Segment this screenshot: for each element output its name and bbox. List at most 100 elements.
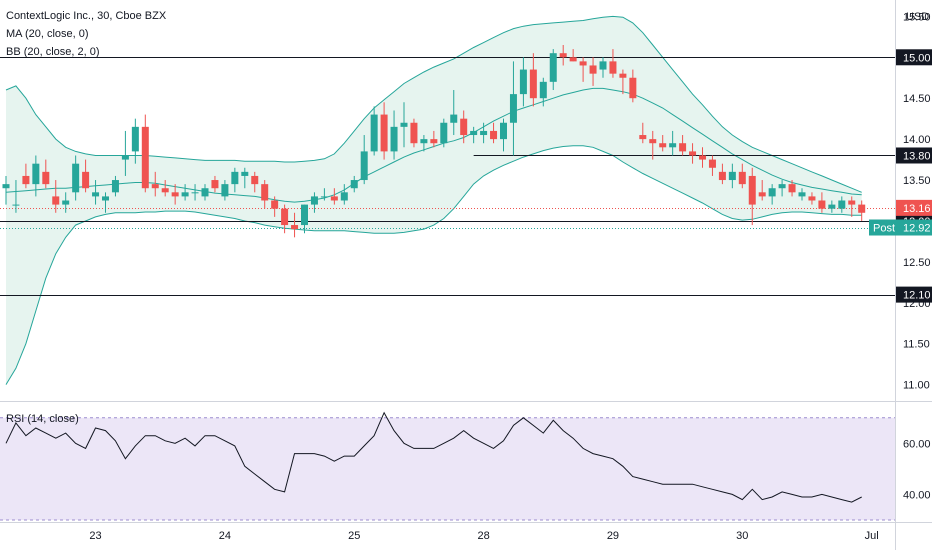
candle-body[interactable] — [350, 180, 358, 189]
candle-body[interactable] — [141, 126, 149, 189]
ma-legend[interactable]: MA (20, close, 0) — [6, 28, 89, 40]
currency-label: USD — [906, 11, 929, 23]
candle-body[interactable] — [261, 184, 269, 201]
candle-body[interactable] — [519, 69, 527, 95]
candle-body[interactable] — [758, 192, 766, 197]
candle-body[interactable] — [171, 192, 179, 197]
symbol-legend[interactable]: ContextLogic Inc., 30, Cboe BZX — [6, 10, 167, 22]
price-tick-label: 11.00 — [903, 380, 930, 392]
candle-body[interactable] — [718, 171, 726, 181]
candle-body[interactable] — [221, 184, 229, 197]
candle-body[interactable] — [480, 130, 488, 136]
candle-body[interactable] — [310, 196, 318, 205]
candle-body[interactable] — [470, 130, 478, 136]
candle-body[interactable] — [609, 61, 617, 74]
candle-body[interactable] — [529, 69, 537, 99]
rsi-legend[interactable]: RSI (14, close) — [6, 413, 79, 425]
candle-body[interactable] — [161, 188, 169, 193]
candle-body[interactable] — [32, 163, 40, 185]
candle-body[interactable] — [231, 171, 239, 185]
candle-body[interactable] — [748, 175, 756, 205]
candle-body[interactable] — [490, 130, 498, 140]
candle-body[interactable] — [788, 184, 796, 193]
candle-body[interactable] — [191, 192, 199, 194]
candle-body[interactable] — [818, 200, 826, 209]
candle-body[interactable] — [689, 151, 697, 156]
candle-body[interactable] — [659, 143, 667, 148]
candle-body[interactable] — [768, 188, 776, 197]
price-tick-label: 14.50 — [903, 93, 931, 105]
candle-body[interactable] — [62, 200, 70, 205]
candle-body[interactable] — [549, 53, 557, 82]
candle-body[interactable] — [12, 204, 20, 206]
candle-body[interactable] — [500, 122, 507, 140]
candle-body[interactable] — [728, 171, 736, 181]
candle-body[interactable] — [121, 155, 129, 160]
candle-body[interactable] — [708, 159, 716, 168]
candle-body[interactable] — [330, 196, 338, 201]
bollinger-lower-line[interactable] — [5, 145, 862, 385]
candle-body[interactable] — [92, 192, 100, 197]
candle-body[interactable] — [370, 114, 378, 152]
candle-body[interactable] — [539, 81, 547, 99]
time-tick-label: 25 — [348, 530, 360, 542]
candle-body[interactable] — [589, 65, 597, 74]
candle-body[interactable] — [848, 200, 856, 205]
candle-body[interactable] — [629, 77, 637, 99]
candle-body[interactable] — [679, 143, 687, 152]
candle-body[interactable] — [211, 180, 219, 189]
candle-body[interactable] — [450, 114, 458, 123]
candle-body[interactable] — [72, 163, 80, 193]
candle-body[interactable] — [82, 171, 90, 189]
candle-body[interactable] — [102, 196, 109, 201]
candle-body[interactable] — [569, 57, 577, 62]
rsi-line[interactable] — [5, 411, 862, 503]
candle-body[interactable] — [301, 204, 308, 226]
candle-body[interactable] — [22, 175, 30, 185]
candle-body[interactable] — [738, 171, 746, 185]
candle-body[interactable] — [52, 196, 60, 205]
candle-body[interactable] — [559, 53, 567, 58]
price-tick-label: 12.50 — [903, 257, 931, 269]
candle-body[interactable] — [778, 184, 786, 189]
candle-body[interactable] — [131, 126, 139, 152]
candle-body[interactable] — [380, 114, 388, 152]
candle-body[interactable] — [838, 200, 846, 209]
candle-body[interactable] — [420, 139, 428, 144]
candle-body[interactable] — [798, 192, 806, 197]
candle-body[interactable] — [2, 184, 10, 189]
candle-body[interactable] — [599, 61, 607, 70]
candle-body[interactable] — [579, 61, 587, 66]
candle-body[interactable] — [181, 192, 189, 197]
candle-body[interactable] — [619, 73, 627, 78]
candle-body[interactable] — [241, 171, 249, 176]
candle-body[interactable] — [390, 126, 398, 152]
candle-body[interactable] — [251, 175, 259, 185]
candle-body[interactable] — [111, 180, 119, 193]
candle-body[interactable] — [320, 196, 328, 198]
candle-body[interactable] — [271, 200, 279, 209]
candle-body[interactable] — [858, 204, 866, 213]
candle-body[interactable] — [649, 139, 657, 144]
candle-body[interactable] — [699, 155, 706, 160]
candle-body[interactable] — [639, 135, 647, 140]
candle-body[interactable] — [509, 94, 517, 123]
candle-body[interactable] — [291, 225, 299, 230]
candle-body[interactable] — [430, 139, 438, 144]
candle-body[interactable] — [410, 122, 418, 144]
candle-body[interactable] — [201, 188, 209, 197]
bb-legend[interactable]: BB (20, close, 2, 0) — [6, 46, 100, 58]
candle-body[interactable] — [828, 204, 836, 209]
candle-body[interactable] — [400, 122, 408, 127]
candle-body[interactable] — [360, 151, 368, 181]
candle-body[interactable] — [340, 192, 348, 201]
candle-body[interactable] — [281, 208, 289, 226]
time-tick-label: 24 — [219, 530, 231, 542]
candle-body[interactable] — [42, 171, 50, 185]
candle-body[interactable] — [808, 196, 816, 201]
candle-body[interactable] — [669, 143, 677, 148]
candle-body[interactable] — [151, 184, 159, 189]
candle-body[interactable] — [440, 122, 448, 144]
candle-body[interactable] — [460, 118, 468, 136]
